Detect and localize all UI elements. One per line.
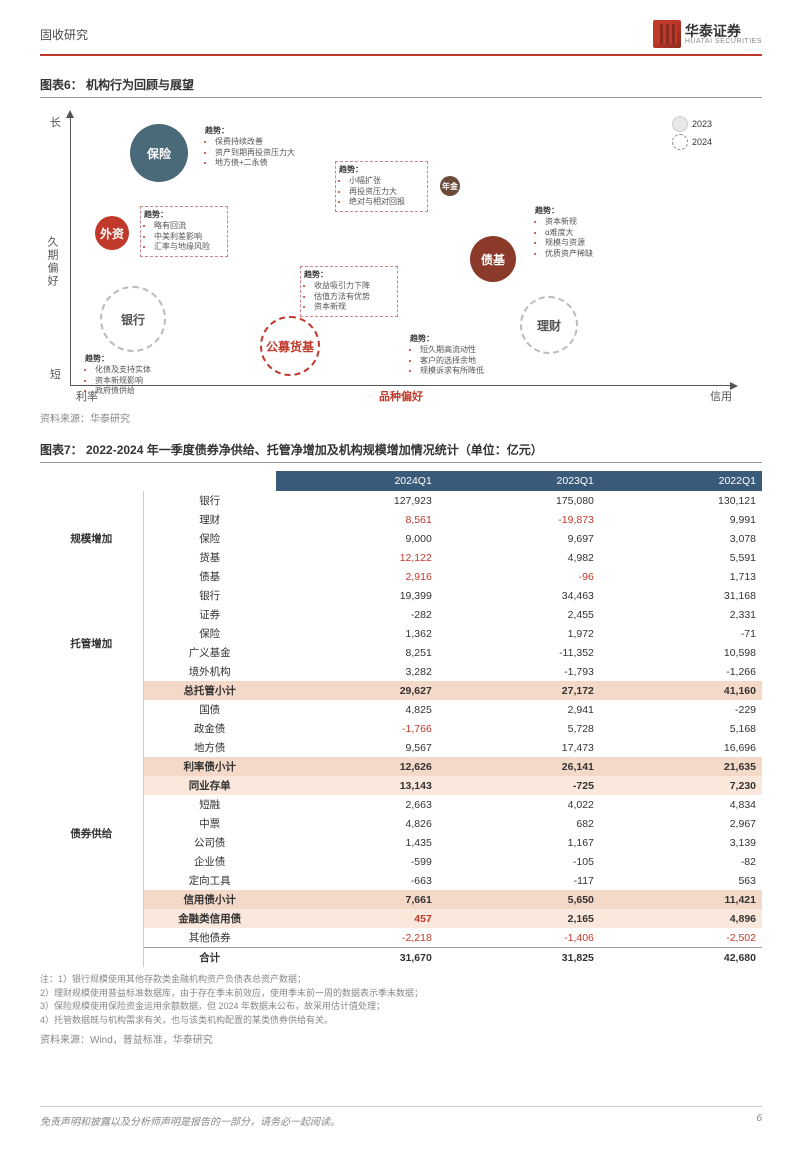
callout-foreign: 趋势：略有回流中美利差影响汇率与地缘风险 <box>140 206 228 257</box>
callout-insurance: 趋势：保费持续改善资产到期再投资压力大地方债+二永债 <box>205 126 295 169</box>
chart6-diagram: 长 久期偏好 短 利率 品种偏好 信用 2023 2024 保险 外资 银行 公… <box>40 106 762 406</box>
bubble-wealth: 理财 <box>520 296 578 354</box>
x-axis-mid: 品种偏好 <box>379 388 423 404</box>
y-axis-top: 长 <box>50 114 61 130</box>
chart6-source: 资料来源：华泰研究 <box>40 410 762 425</box>
page-header: 固收研究 华泰证券 HUATAI SECURITIES <box>40 20 762 56</box>
callout-bondfund: 趋势：资本新规α难度大规模与资源优质资产稀缺 <box>535 206 610 259</box>
logo-en: HUATAI SECURITIES <box>685 38 762 45</box>
footer-page-num: 6 <box>756 1113 762 1128</box>
huatai-logo-icon <box>653 20 681 48</box>
header-logo: 华泰证券 HUATAI SECURITIES <box>653 20 762 48</box>
header-category: 固收研究 <box>40 26 88 43</box>
chart7-source: 资料来源：Wind，普益标准，华泰研究 <box>40 1031 762 1046</box>
footer-disclaimer: 免责声明和披露以及分析师声明是报告的一部分，请务必一起阅读。 <box>40 1113 340 1128</box>
chart7-notes: 注：1）银行规模使用其他存款类金融机构资产负债表总资产数据；2）理财规模使用普益… <box>40 973 762 1027</box>
bubble-insurance: 保险 <box>130 124 188 182</box>
y-axis-bot: 短 <box>50 366 61 382</box>
chart6-title: 图表6： 机构行为回顾与展望 <box>40 76 762 98</box>
chart7-table: 2024Q12023Q12022Q1 规模增加银行127,923175,0801… <box>40 471 762 967</box>
legend-2024: 2024 <box>672 134 712 150</box>
page-footer: 免责声明和披露以及分析师声明是报告的一部分，请务必一起阅读。 6 <box>40 1106 762 1128</box>
callout-mmf: 趋势：收益吸引力下降估值方法有优势资本新规 <box>300 266 398 317</box>
bubble-bank: 银行 <box>100 286 166 352</box>
callout-wealth: 趋势：短久期高流动性客户的选择余地规模诉求有所降低 <box>410 334 505 377</box>
callout-annuity: 趋势：小幅扩张再投资压力大绝对与相对回报 <box>335 161 428 212</box>
legend-2023: 2023 <box>672 116 712 132</box>
callout-bank: 趋势：化债及支持实体资本新规影响政府债供给 <box>85 354 170 397</box>
y-axis-mid: 久期偏好 <box>44 236 60 288</box>
bubble-annuity: 年金 <box>440 176 460 196</box>
x-axis-right: 信用 <box>710 388 732 404</box>
logo-cn: 华泰证券 <box>685 24 762 38</box>
chart7-title: 图表7： 2022-2024 年一季度债券净供给、托管净增加及机构规模增加情况统… <box>40 441 762 463</box>
bubble-bondfund: 债基 <box>470 236 516 282</box>
bubble-mmf: 公募货基 <box>260 316 320 376</box>
bubble-foreign: 外资 <box>95 216 129 250</box>
